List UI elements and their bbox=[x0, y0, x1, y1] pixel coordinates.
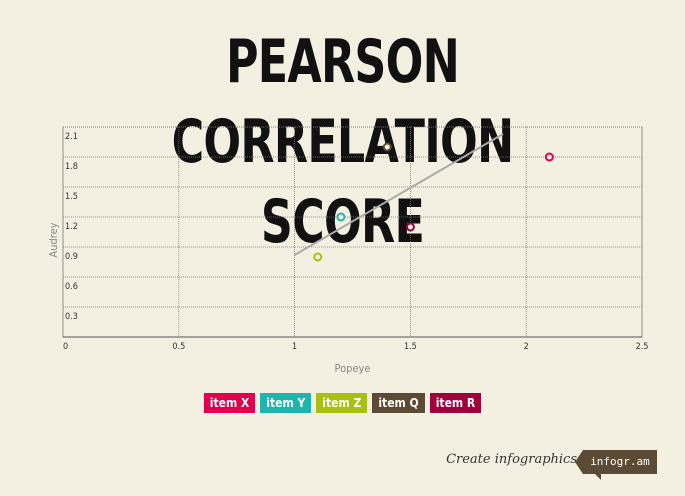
tick-labels: 0.3 0.6 0.9 1.2 1.5 1.8 2.1 0 0.5 1 1.5 2 2.5 bbox=[63, 132, 648, 352]
footer-text: Create infographics bbox=[446, 452, 577, 467]
y-tick-label: 1.8 bbox=[65, 162, 78, 172]
y-tick-label: 0.3 bbox=[65, 312, 78, 322]
x-axis-label: Popeye bbox=[335, 362, 371, 375]
y-tick-label: 1.5 bbox=[65, 192, 78, 202]
legend-item[interactable]: item Z bbox=[316, 393, 368, 413]
x-tick-label: 0.5 bbox=[172, 342, 185, 352]
trendline-group bbox=[294, 133, 504, 256]
x-tick-label: 0 bbox=[63, 342, 68, 352]
data-point[interactable] bbox=[336, 212, 346, 222]
y-tick-label: 0.6 bbox=[65, 282, 78, 292]
trendline bbox=[294, 133, 504, 256]
infogram-badge[interactable]: infogr.am bbox=[575, 450, 657, 480]
x-tick-label: 1 bbox=[292, 342, 297, 352]
data-point[interactable] bbox=[313, 252, 323, 262]
y-tick-label: 2.1 bbox=[65, 132, 78, 142]
legend-item[interactable]: item Y bbox=[260, 393, 312, 413]
x-tick-label: 1.5 bbox=[404, 342, 417, 352]
data-point[interactable] bbox=[544, 152, 554, 162]
chart-title: PEARSON CORRELATION SCORE bbox=[171, 27, 515, 257]
x-tick-label: 2.5 bbox=[636, 342, 649, 352]
y-tick-label: 0.9 bbox=[65, 252, 78, 262]
y-tick-label: 1.2 bbox=[65, 222, 78, 232]
data-point[interactable] bbox=[405, 222, 415, 232]
grid bbox=[62, 126, 643, 338]
legend-item[interactable]: item X bbox=[203, 393, 256, 413]
legend-item[interactable]: item R bbox=[429, 393, 482, 413]
x-tick-label: 2 bbox=[524, 342, 529, 352]
points-group bbox=[313, 142, 554, 262]
y-axis-label: Audrey bbox=[47, 222, 60, 257]
data-point[interactable] bbox=[382, 142, 392, 152]
plot-frame bbox=[62, 126, 643, 338]
legend-item[interactable]: item Q bbox=[372, 393, 425, 413]
